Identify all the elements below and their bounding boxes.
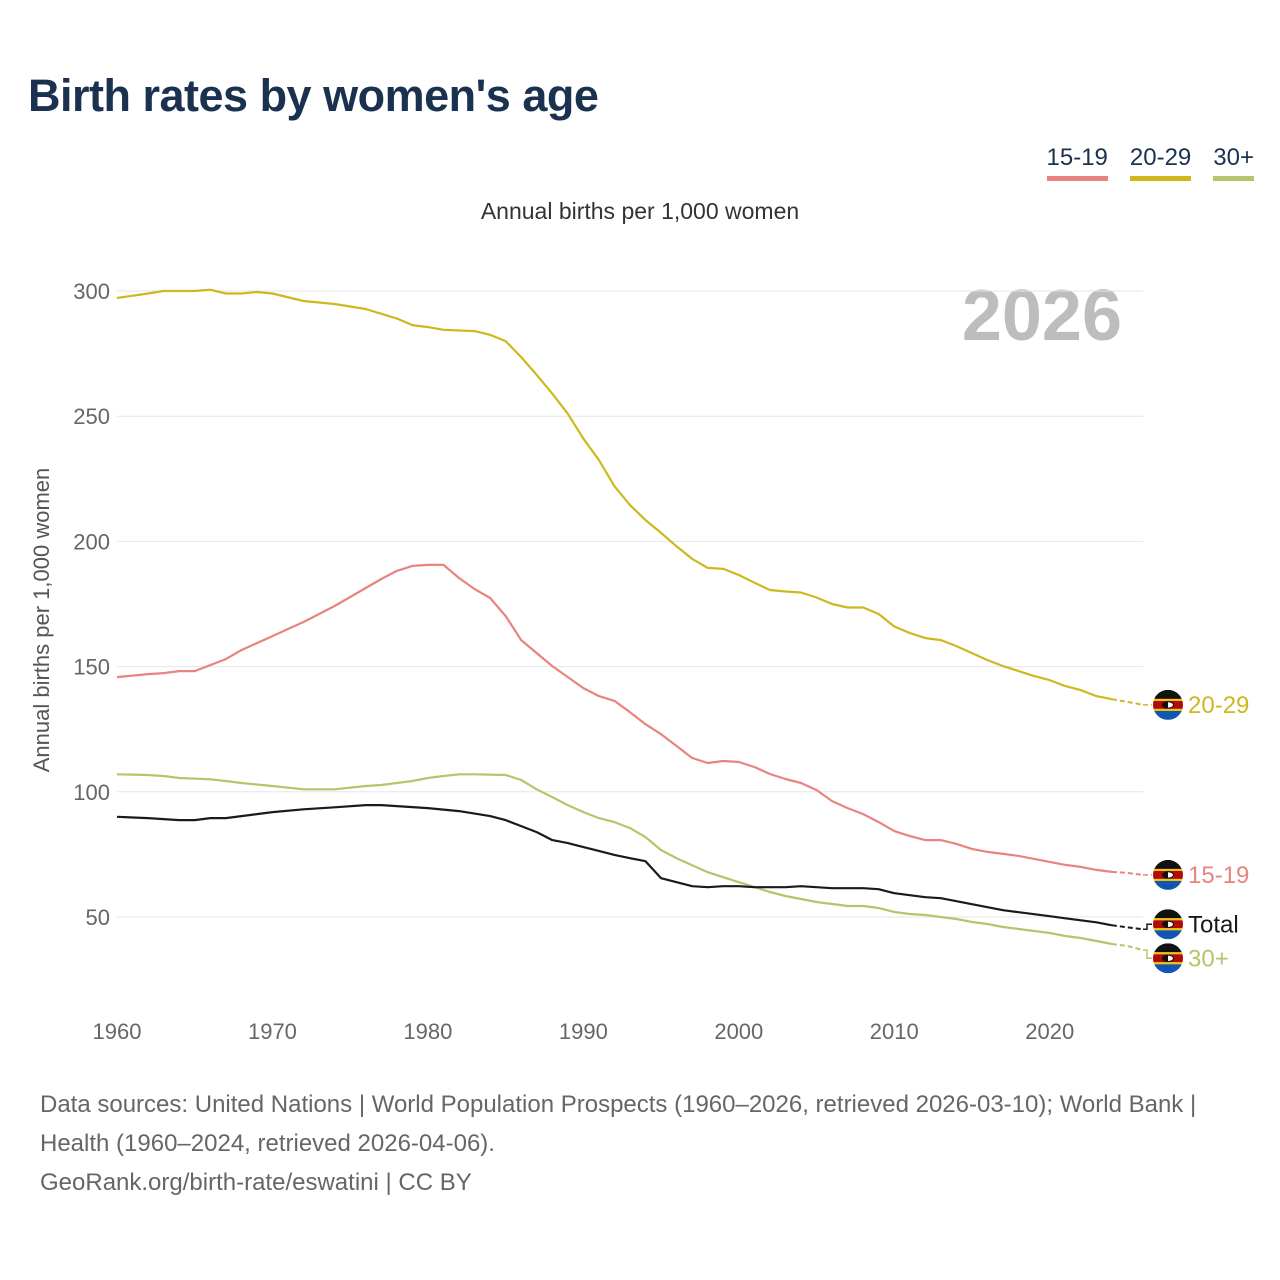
- flag-stripes: [1153, 689, 1183, 720]
- series-line-20-29: [116, 288, 1113, 701]
- y-tick-label: 150: [73, 655, 110, 680]
- legend-item-20-29[interactable]: 20-29: [1129, 144, 1192, 181]
- flag-shield-dark: [1162, 955, 1168, 962]
- eswatini-flag-icon: [1153, 859, 1183, 890]
- eswatini-flag-icon: [1153, 689, 1183, 720]
- x-tick-label: 1990: [559, 1019, 608, 1044]
- footer: Data sources: United Nations | World Pop…: [40, 1085, 1240, 1202]
- series-projection-15-19: [1111, 870, 1144, 876]
- x-tick-label: 2020: [1025, 1019, 1074, 1044]
- year-watermark: 2026: [962, 276, 1122, 356]
- x-tick-label: 2000: [714, 1019, 763, 1044]
- end-label-30plus: 30+: [1188, 945, 1229, 972]
- flag-yellow: [1153, 952, 1183, 955]
- y-tick-label: 300: [73, 279, 110, 304]
- y-tick-label: 200: [73, 529, 110, 554]
- series-projection-total: [1111, 924, 1144, 931]
- flag-stripes: [1153, 909, 1183, 940]
- y-tick-label: 100: [73, 780, 110, 805]
- x-tick-label: 1960: [93, 1019, 142, 1044]
- y-tick-label: 250: [73, 404, 110, 429]
- flag-yellow: [1153, 878, 1183, 881]
- credit-link[interactable]: GeoRank.org/birth-rate/eswatini | CC BY: [40, 1169, 472, 1196]
- flag-yellow: [1153, 708, 1183, 711]
- series-line-total: [116, 803, 1113, 927]
- flag-yellow: [1153, 918, 1183, 921]
- flag-blue: [1153, 964, 1183, 974]
- series-line-30plus: [116, 773, 1113, 946]
- eswatini-flag-icon: [1153, 909, 1183, 940]
- series-projection-20-29: [1111, 698, 1144, 706]
- series-projection-30plus: [1111, 943, 1144, 952]
- flag-yellow: [1153, 928, 1183, 931]
- flag-stripes: [1153, 859, 1183, 890]
- flag-yellow: [1153, 698, 1183, 701]
- flag-shield-dark: [1162, 701, 1168, 709]
- flag-blue: [1153, 880, 1183, 890]
- flag-top: [1153, 859, 1183, 869]
- x-tick-label: 1980: [403, 1019, 452, 1044]
- y-tick-label: 50: [86, 905, 110, 930]
- x-tick-label: 2010: [870, 1019, 919, 1044]
- flag-top: [1153, 943, 1183, 953]
- line-chart: 2026 50 100 150 200 250 300 1960 1970 1980 1990 200…: [73, 276, 1249, 1044]
- legend-item-15-19[interactable]: 15-19: [1046, 144, 1108, 181]
- eswatini-flag-icon: [1153, 943, 1183, 974]
- legend-item-30plus[interactable]: 30+: [1213, 144, 1254, 181]
- flag-yellow: [1153, 962, 1183, 965]
- end-label-20-29: 20-29: [1188, 692, 1249, 719]
- data-sources: Data sources: United Nations | World Pop…: [40, 1091, 1197, 1157]
- chart-subtitle: Annual births per 1,000 women: [480, 198, 800, 224]
- flag-blue: [1153, 710, 1183, 720]
- flag-stripes: [1153, 943, 1183, 974]
- end-label-total: Total: [1188, 911, 1239, 938]
- flag-top: [1153, 909, 1183, 919]
- chart-title: Birth rates by women's age: [28, 70, 599, 121]
- flag-shield-dark: [1162, 871, 1168, 879]
- flag-top: [1153, 689, 1183, 699]
- legend: 15-19 20-29 30+: [1046, 144, 1254, 181]
- end-label-15-19: 15-19: [1188, 862, 1249, 889]
- flag-blue: [1153, 930, 1183, 940]
- x-tick-label: 1970: [248, 1019, 297, 1044]
- label-connector: [1143, 923, 1152, 931]
- label-connector: [1143, 949, 1152, 960]
- series-line-15-19: [116, 563, 1113, 873]
- flag-shield-dark: [1162, 921, 1168, 928]
- flag-yellow: [1153, 868, 1183, 871]
